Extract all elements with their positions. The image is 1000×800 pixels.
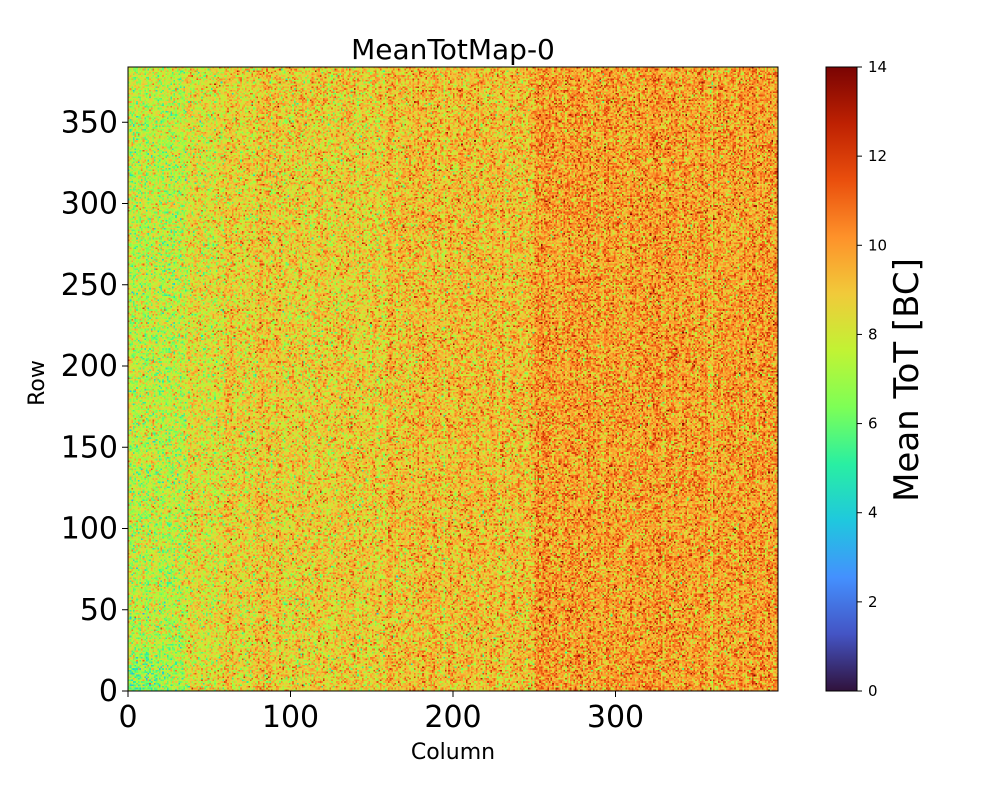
colorbar-label: Mean ToT [BC] xyxy=(887,258,927,502)
colorbar-ticks: 0 2 4 6 8 10 12 14 xyxy=(857,58,887,700)
heatmap-plot-area xyxy=(127,66,779,692)
colorbar-tick-label: 4 xyxy=(868,504,878,522)
y-tick-label: 0 xyxy=(99,674,118,709)
y-axis: 0 50 100 150 200 250 300 350 xyxy=(61,105,128,709)
colorbar-tick-label: 12 xyxy=(868,147,887,165)
colorbar-tick-label: 0 xyxy=(868,682,878,700)
colorbar: 0 2 4 6 8 10 12 14 Mean ToT [BC] xyxy=(825,58,927,700)
x-axis-label: Column xyxy=(411,740,495,765)
y-tick-label: 200 xyxy=(61,349,118,384)
colorbar-tick-label: 14 xyxy=(868,58,887,76)
x-tick-label: 0 xyxy=(118,700,137,735)
x-axis: 0 100 200 300 xyxy=(118,691,644,735)
x-tick-label: 200 xyxy=(424,700,481,735)
x-tick-label: 300 xyxy=(587,700,644,735)
colorbar-tick-label: 8 xyxy=(868,325,878,343)
y-axis-label: Row xyxy=(25,360,50,406)
y-tick-label: 350 xyxy=(61,105,118,140)
y-tick-label: 250 xyxy=(61,268,118,303)
y-tick-label: 300 xyxy=(61,187,118,222)
y-tick-label: 50 xyxy=(80,593,118,628)
x-tick-label: 100 xyxy=(262,700,319,735)
y-tick-label: 150 xyxy=(61,430,118,465)
heatmap-cells xyxy=(128,67,778,691)
colorbar-tick-label: 2 xyxy=(868,593,878,611)
colorbar-tick-label: 6 xyxy=(868,415,878,433)
chart-title: MeanTotMap-0 xyxy=(351,33,555,66)
colorbar-gradient xyxy=(825,66,858,692)
colorbar-tick-label: 10 xyxy=(868,236,887,254)
y-tick-label: 100 xyxy=(61,512,118,547)
